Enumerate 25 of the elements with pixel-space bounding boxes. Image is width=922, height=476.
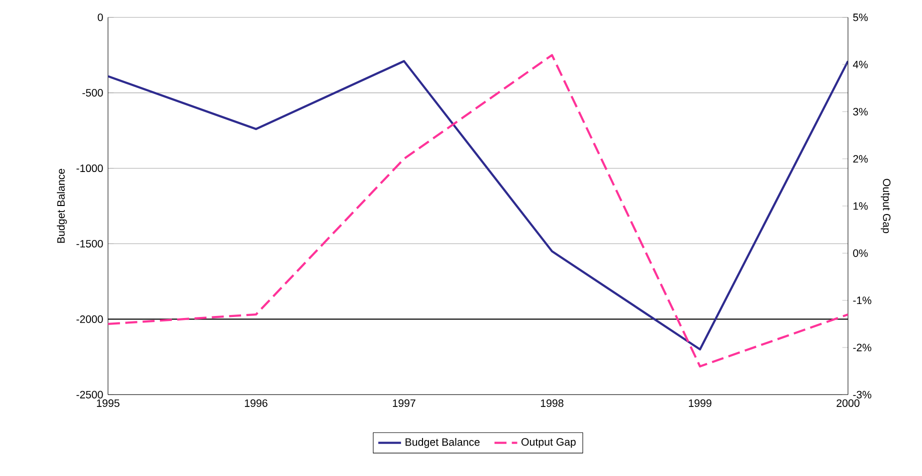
x-tick-label: 1995 — [96, 399, 120, 407]
legend-label: Budget Balance — [406, 438, 480, 448]
y-tick-label: -1500 — [76, 240, 103, 248]
y2-tick-label: 0% — [853, 249, 868, 257]
x-tick-label: 1996 — [244, 399, 268, 407]
y-axis-title: Budget Balance — [56, 168, 67, 243]
x-tick-label: 2000 — [836, 399, 860, 407]
y2-tick-label: -1% — [853, 296, 872, 304]
y-tick-label: -1000 — [76, 164, 103, 172]
y2-axis-title: Output Gap — [880, 178, 890, 234]
y2-tick-label: 2% — [853, 155, 868, 163]
x-tick-label: 1997 — [392, 399, 416, 407]
x-tick-label: 1998 — [540, 399, 564, 407]
y-tick-label: -2000 — [76, 315, 103, 323]
y2-tick-label: -3% — [853, 390, 872, 398]
y-tick-label: 0 — [98, 14, 103, 22]
y2-tick-label: -2% — [853, 344, 872, 352]
y2-tick-label: 4% — [852, 60, 868, 68]
y2-tick-label: 1% — [854, 202, 868, 210]
y2-tick-label: 5% — [853, 14, 868, 22]
legend-label: Output Gap — [521, 438, 576, 448]
y2-tick-label: 3% — [853, 108, 868, 116]
x-tick-label: 1999 — [688, 399, 712, 407]
y-tick-label: -500 — [82, 89, 103, 97]
y-tick-label: -2500 — [76, 390, 103, 398]
